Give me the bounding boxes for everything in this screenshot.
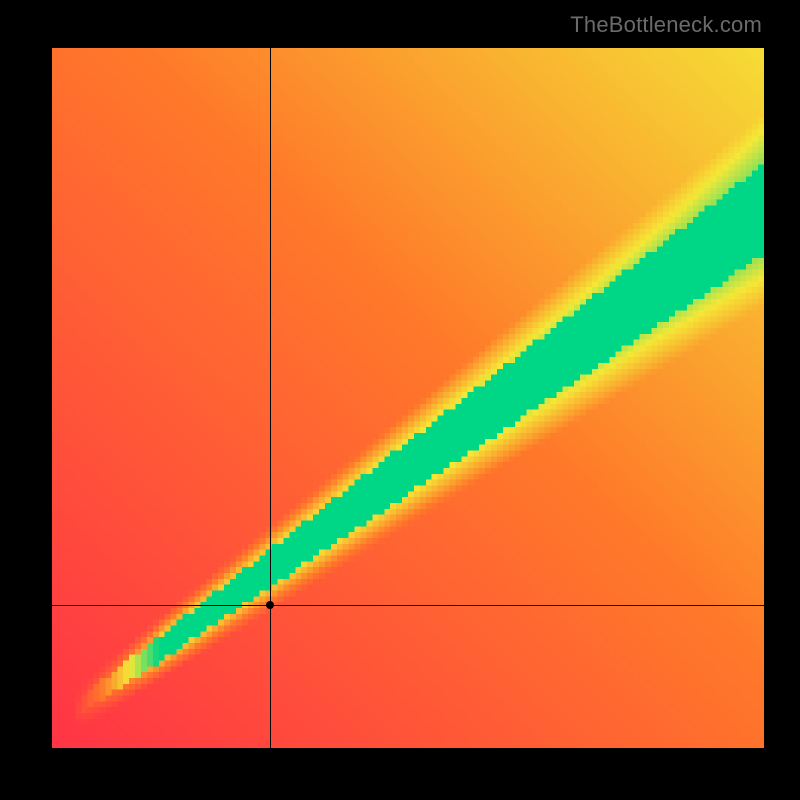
- bottleneck-heatmap: [52, 48, 764, 748]
- watermark-text: TheBottleneck.com: [570, 12, 762, 38]
- crosshair-vertical: [270, 48, 271, 748]
- crosshair-horizontal: [52, 605, 764, 606]
- crosshair-marker: [266, 601, 274, 609]
- heatmap-canvas: [52, 48, 764, 748]
